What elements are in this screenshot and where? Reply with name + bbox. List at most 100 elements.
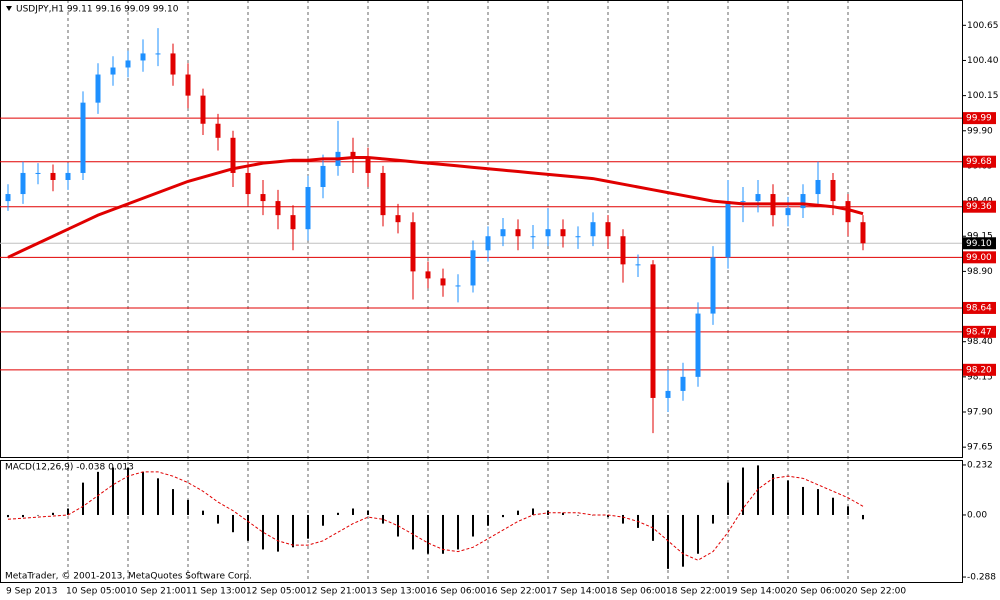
- y-tick-label: 100.15: [967, 91, 999, 101]
- candle-body: [125, 60, 131, 68]
- y-tick-label: 100.65: [967, 21, 999, 31]
- macd-bar: [727, 482, 729, 515]
- x-tick-label: 12 Sep 21:00: [306, 587, 366, 597]
- candle-body: [230, 137, 236, 173]
- candle-body: [140, 53, 146, 61]
- x-tick-label: 18 Sep 22:00: [666, 587, 726, 597]
- candle-body: [155, 53, 161, 55]
- candle-body: [200, 95, 206, 124]
- candle-body: [590, 222, 596, 237]
- candle-body: [485, 236, 491, 251]
- macd-bar: [292, 514, 294, 548]
- candle-body: [260, 194, 266, 202]
- candle-body: [620, 236, 626, 265]
- macd-bar: [217, 514, 219, 524]
- candle-body: [395, 215, 401, 223]
- macd-bar: [412, 514, 414, 550]
- macd-bar: [7, 514, 9, 518]
- macd-bar: [367, 510, 369, 515]
- macd-bar: [232, 514, 234, 533]
- macd-bar: [277, 514, 279, 552]
- level-label-box: [963, 301, 996, 314]
- level-label-box: [963, 155, 996, 168]
- x-tick-label: 13 Sep 13:00: [366, 587, 426, 597]
- candle-body: [65, 172, 71, 180]
- candle-body: [110, 67, 116, 75]
- macd-bar: [487, 514, 489, 526]
- panel-frame: [0, 460, 963, 583]
- macd-bar: [52, 512, 54, 515]
- candle-body: [575, 236, 581, 238]
- candle-body: [560, 229, 566, 237]
- footer: MetaTrader, © 2001-2013, MetaQuotes Soft…: [5, 572, 252, 582]
- x-tick-label: 20 Sep 22:00: [846, 587, 906, 597]
- macd-bar: [847, 506, 849, 515]
- candle-body: [170, 53, 176, 75]
- macd-bar: [187, 499, 189, 515]
- y-tick-label: 0.00: [967, 510, 987, 520]
- macd-bar: [67, 508, 69, 515]
- x-tick-label: 11 Sep 13:00: [186, 587, 246, 597]
- macd-bar: [742, 467, 744, 515]
- candle-body: [635, 264, 641, 266]
- panel-frame: [0, 0, 963, 458]
- candle-body: [35, 172, 41, 174]
- moving-average: [7, 155, 864, 259]
- y-tick-label: 99.15: [967, 232, 993, 242]
- candle-body: [425, 271, 431, 279]
- x-tick-label: 17 Sep 14:00: [546, 587, 606, 597]
- macd-bar: [307, 514, 309, 539]
- level-label: 98.20: [966, 365, 992, 375]
- candle-body: [860, 222, 866, 244]
- candle-body: [320, 165, 326, 188]
- macd-bar: [502, 514, 504, 518]
- candle-body: [530, 236, 536, 238]
- level-label: 99.68: [966, 157, 992, 167]
- candle-body: [800, 194, 806, 209]
- macd-bar: [262, 514, 264, 550]
- candle-body: [410, 222, 416, 272]
- x-tick-label: 20 Sep 06:00: [786, 587, 846, 597]
- x-tick-label: 16 Sep 22:00: [486, 587, 546, 597]
- macd-bar: [472, 514, 474, 537]
- candle-body: [665, 390, 671, 398]
- y-tick-label: 99.90: [967, 126, 993, 136]
- macd-bar: [862, 514, 864, 520]
- macd-bar: [712, 514, 714, 524]
- level-label-box: [963, 251, 996, 264]
- candle-body: [830, 179, 836, 202]
- macd-bar: [172, 489, 174, 515]
- macd-bar: [142, 471, 144, 515]
- candle-body: [290, 215, 296, 230]
- macd-bar: [112, 467, 114, 515]
- signal-line: [7, 471, 864, 561]
- candle-body: [245, 172, 251, 195]
- macd-bar: [607, 514, 609, 518]
- y-tick-label: 100.40: [967, 56, 999, 66]
- level-label-box: [963, 112, 996, 125]
- macd-bar: [22, 514, 24, 518]
- y-tick-label: 98.40: [967, 337, 993, 347]
- candle-body: [605, 222, 611, 237]
- candle-body: [815, 179, 821, 195]
- macd-bar: [322, 514, 324, 526]
- y-tick-label: 97.90: [967, 408, 993, 418]
- x-tick-label: 10 Sep 05:00: [66, 587, 126, 597]
- macd-bar: [577, 514, 579, 516]
- candle-body: [455, 285, 461, 287]
- candle-body: [515, 229, 521, 237]
- macd-bar: [772, 474, 774, 515]
- candle-body: [680, 376, 686, 391]
- chart-title: USDJPY,H1 99.11 99.16 99.09 99.10: [16, 5, 179, 15]
- x-tick-label: 16 Sep 06:00: [426, 587, 486, 597]
- candle-body: [755, 194, 761, 202]
- macd-bar: [802, 486, 804, 515]
- x-tick-label: 19 Sep 14:00: [726, 587, 786, 597]
- y-tick-label: 0.232: [967, 460, 993, 470]
- macd-bar: [457, 514, 459, 550]
- macd-bar: [817, 489, 819, 515]
- candle-body: [380, 172, 386, 216]
- menu-icon: [6, 6, 12, 11]
- macd-bar: [382, 514, 384, 524]
